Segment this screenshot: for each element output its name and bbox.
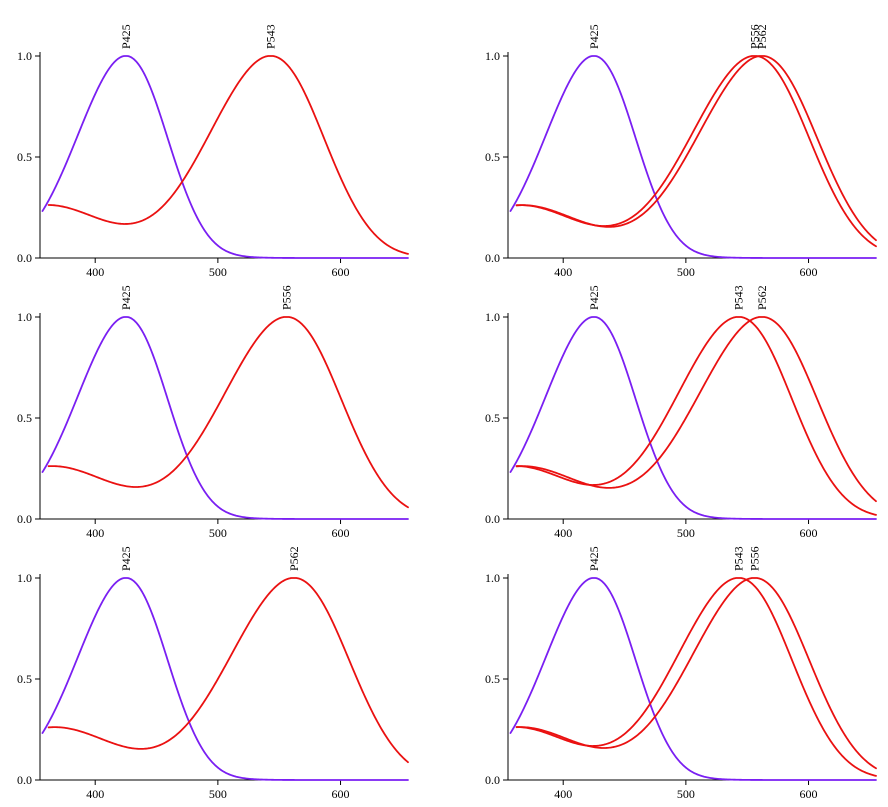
y-tick-label: 1.0 — [17, 571, 32, 585]
peak-label-p562: P562 — [287, 546, 301, 571]
series-curve-p562 — [515, 55, 877, 242]
series-curve-p425 — [509, 316, 877, 520]
peak-label-p425: P425 — [119, 285, 133, 310]
series-curve-p543 — [47, 55, 409, 255]
x-tick-label: 400 — [554, 526, 572, 540]
peak-label-p543: P543 — [732, 285, 746, 310]
peak-label-p556: P556 — [748, 546, 762, 571]
series-curve-p425 — [509, 577, 877, 781]
peak-label-p543: P543 — [732, 546, 746, 571]
x-tick-label: 500 — [677, 787, 695, 801]
x-tick-label: 500 — [209, 265, 227, 279]
series-curve-p562 — [515, 316, 877, 503]
y-tick-label: 0.5 — [17, 150, 32, 164]
y-tick-label: 1.0 — [485, 49, 500, 63]
peak-label-p556: P556 — [280, 285, 294, 310]
x-tick-label: 500 — [677, 265, 695, 279]
y-tick-label: 0.5 — [485, 672, 500, 686]
peak-label-p425: P425 — [119, 546, 133, 571]
x-tick-label: 400 — [86, 526, 104, 540]
peak-label-p543: P543 — [264, 24, 278, 49]
series-curve-p556 — [515, 577, 877, 770]
x-tick-label: 400 — [86, 787, 104, 801]
y-tick-label: 0.0 — [485, 251, 500, 265]
series-curve-p425 — [41, 55, 409, 259]
y-tick-label: 1.0 — [485, 571, 500, 585]
peak-label-p562: P562 — [755, 285, 769, 310]
y-tick-label: 0.0 — [485, 773, 500, 787]
peak-label-p562: P562 — [755, 24, 769, 49]
series-curve-p543 — [515, 577, 877, 777]
y-tick-label: 1.0 — [485, 310, 500, 324]
x-tick-label: 500 — [209, 787, 227, 801]
series-curve-p562 — [47, 577, 409, 764]
series-curve-p425 — [509, 55, 877, 259]
x-tick-label: 400 — [554, 787, 572, 801]
x-tick-label: 600 — [800, 787, 818, 801]
y-tick-label: 0.0 — [17, 251, 32, 265]
chart-panel-5: 400 500 600 0.0 0.5 1.0 P425 P562 — [17, 546, 409, 801]
x-tick-label: 600 — [332, 265, 350, 279]
series-curve-p543 — [515, 316, 877, 516]
series-curve-p425 — [41, 316, 409, 520]
chart-panel-1: 400 500 600 0.0 0.5 1.0 P425 P543 — [17, 24, 409, 279]
y-tick-label: 0.0 — [17, 773, 32, 787]
y-tick-label: 1.0 — [17, 49, 32, 63]
series-curve-p425 — [41, 577, 409, 781]
chart-panel-4: 400 500 600 0.0 0.5 1.0 P425 P543 P562 — [485, 285, 877, 540]
x-tick-label: 600 — [800, 265, 818, 279]
peak-label-p556: P556 — [748, 24, 762, 49]
peak-label-p425: P425 — [587, 285, 601, 310]
peak-label-p425: P425 — [587, 546, 601, 571]
y-tick-label: 1.0 — [17, 310, 32, 324]
y-tick-label: 0.0 — [485, 512, 500, 526]
y-tick-label: 0.5 — [17, 672, 32, 686]
x-tick-label: 600 — [800, 526, 818, 540]
x-tick-label: 400 — [86, 265, 104, 279]
x-tick-label: 600 — [332, 526, 350, 540]
chart-panel-3: 400 500 600 0.0 0.5 1.0 P425 P556 — [17, 285, 409, 540]
y-tick-label: 0.5 — [485, 150, 500, 164]
peak-label-p425: P425 — [119, 24, 133, 49]
series-curve-p556 — [47, 316, 409, 509]
x-tick-label: 500 — [677, 526, 695, 540]
y-tick-label: 0.0 — [17, 512, 32, 526]
chart-panel-6: 400 500 600 0.0 0.5 1.0 P425 P543 P556 — [485, 546, 877, 801]
y-tick-label: 0.5 — [17, 411, 32, 425]
y-tick-label: 0.5 — [485, 411, 500, 425]
x-tick-label: 400 — [554, 265, 572, 279]
peak-label-p425: P425 — [587, 24, 601, 49]
x-tick-label: 600 — [332, 787, 350, 801]
x-tick-label: 500 — [209, 526, 227, 540]
